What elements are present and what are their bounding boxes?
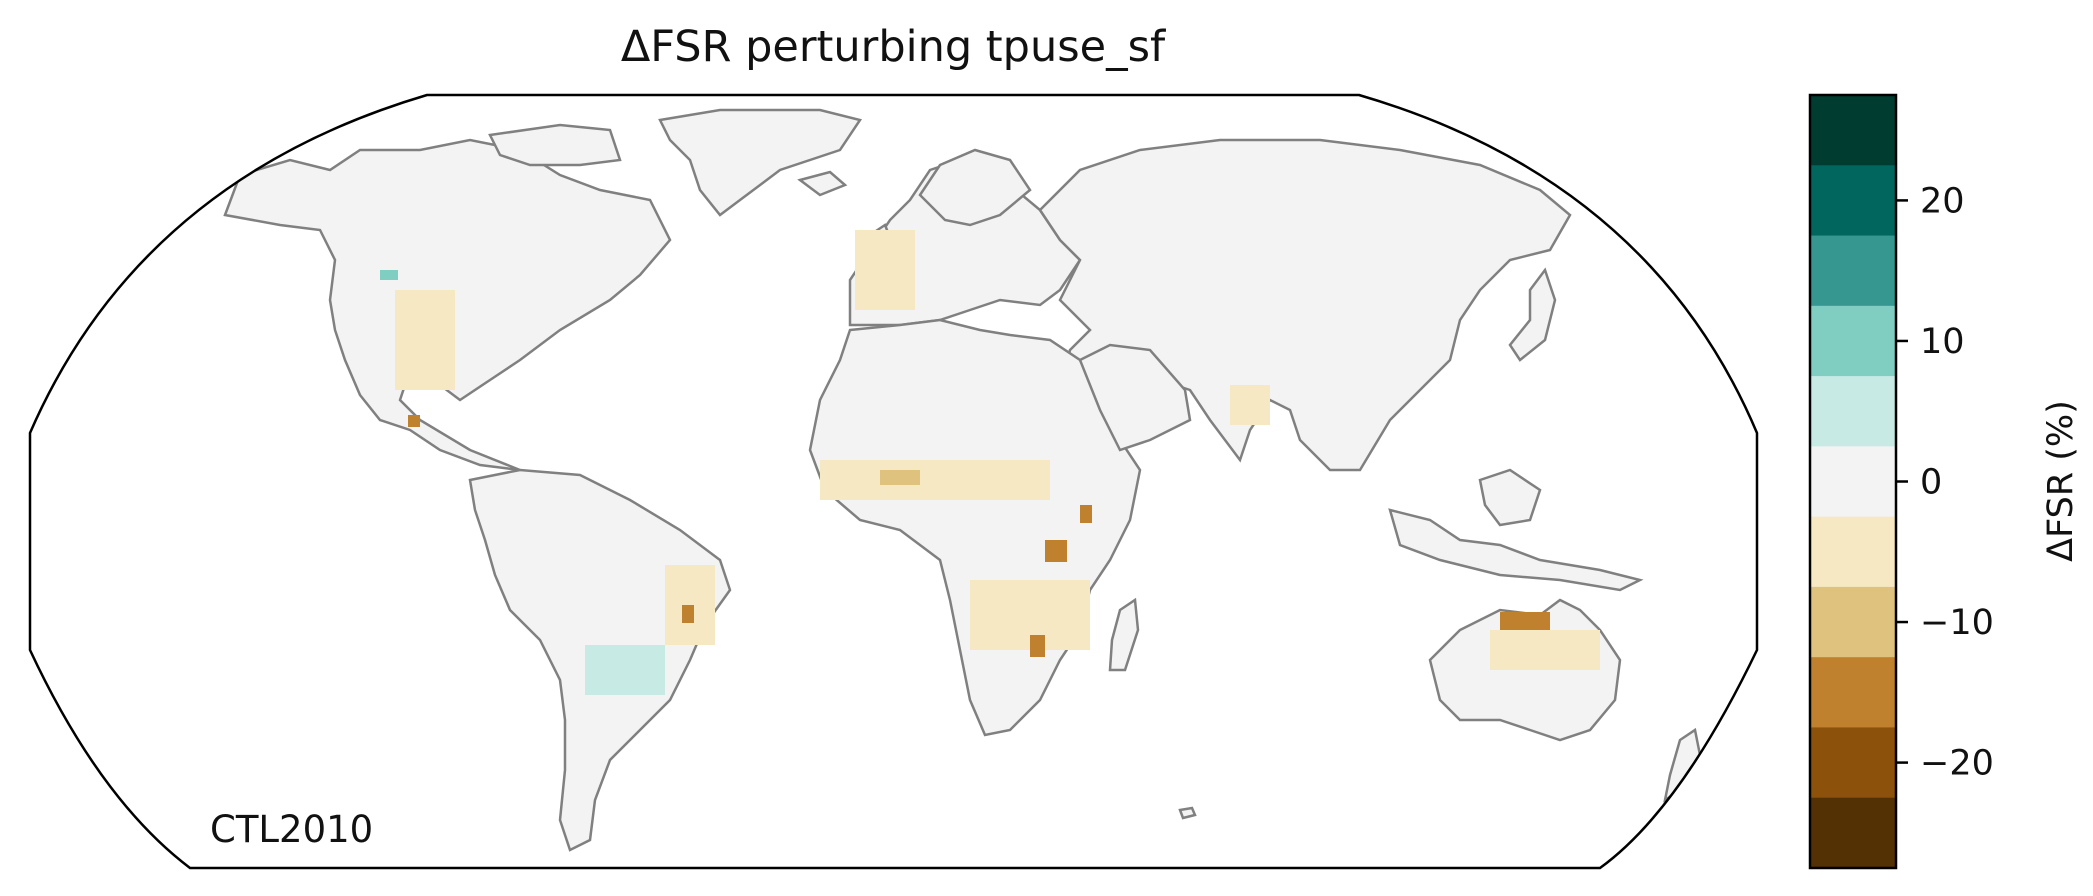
cell-australia-interior	[1490, 630, 1600, 670]
japan	[1508, 267, 1557, 362]
colorbar-bin-8	[1810, 657, 1896, 728]
map-title: ΔFSR perturbing tpuse_sf	[620, 22, 1166, 72]
cell-paraguay-argentina	[585, 645, 665, 695]
madagascar	[1108, 597, 1140, 672]
cell-east-africa	[1080, 505, 1092, 523]
cell-sahel-2	[880, 470, 920, 485]
cell-northern-australia	[1500, 612, 1550, 634]
greenland	[658, 108, 863, 217]
cell-western-europe	[855, 230, 915, 310]
colorbar-bin-4	[1810, 376, 1896, 447]
cell-mozambique	[1030, 635, 1045, 657]
colorbar-bin-6	[1810, 516, 1896, 588]
colorbar-tick-label: 0	[1920, 463, 1942, 503]
indonesia	[1388, 508, 1644, 592]
scenario-label: CTL2010	[210, 808, 374, 851]
delta-fsr-cells	[380, 230, 1600, 695]
colorbar-label: ΔFSR (%)	[2041, 400, 2081, 562]
cell-east-africa-2	[1045, 540, 1067, 562]
arabian-peninsula	[1078, 343, 1192, 452]
colorbar-tick-label: −20	[1920, 744, 1994, 784]
world-map	[28, 93, 1759, 870]
colorbar-bin-9	[1810, 727, 1896, 799]
cell-india	[1230, 385, 1270, 425]
colorbar-bin-0	[1810, 95, 1896, 166]
colorbar-bin-5	[1810, 446, 1896, 518]
cell-southwest-us	[395, 290, 455, 390]
cell-mexico	[408, 415, 420, 427]
colorbar-tick-label: −10	[1920, 603, 1994, 643]
colorbar-ticks: 20 10 0 −10 −20	[1896, 181, 1994, 784]
colorbar-bins	[1810, 95, 1896, 869]
colorbar-tick-label: 20	[1920, 181, 1965, 221]
iceland	[797, 170, 848, 197]
colorbar-bin-2	[1810, 235, 1896, 307]
colorbar-bin-3	[1810, 305, 1896, 377]
colorbar-bin-1	[1810, 165, 1896, 237]
cell-sahel	[820, 460, 1050, 500]
globe-outline	[28, 93, 1759, 870]
falklands	[1178, 806, 1197, 820]
cell-eastern-brazil-interior	[682, 605, 694, 623]
colorbar-bin-7	[1810, 586, 1896, 658]
scandinavia	[918, 148, 1032, 227]
colorbar-tick-label: 10	[1920, 322, 1965, 362]
arctic-islands	[488, 123, 622, 167]
cell-pacific-northwest	[380, 270, 398, 280]
colorbar-bin-10	[1810, 797, 1896, 869]
borneo	[1478, 468, 1542, 527]
